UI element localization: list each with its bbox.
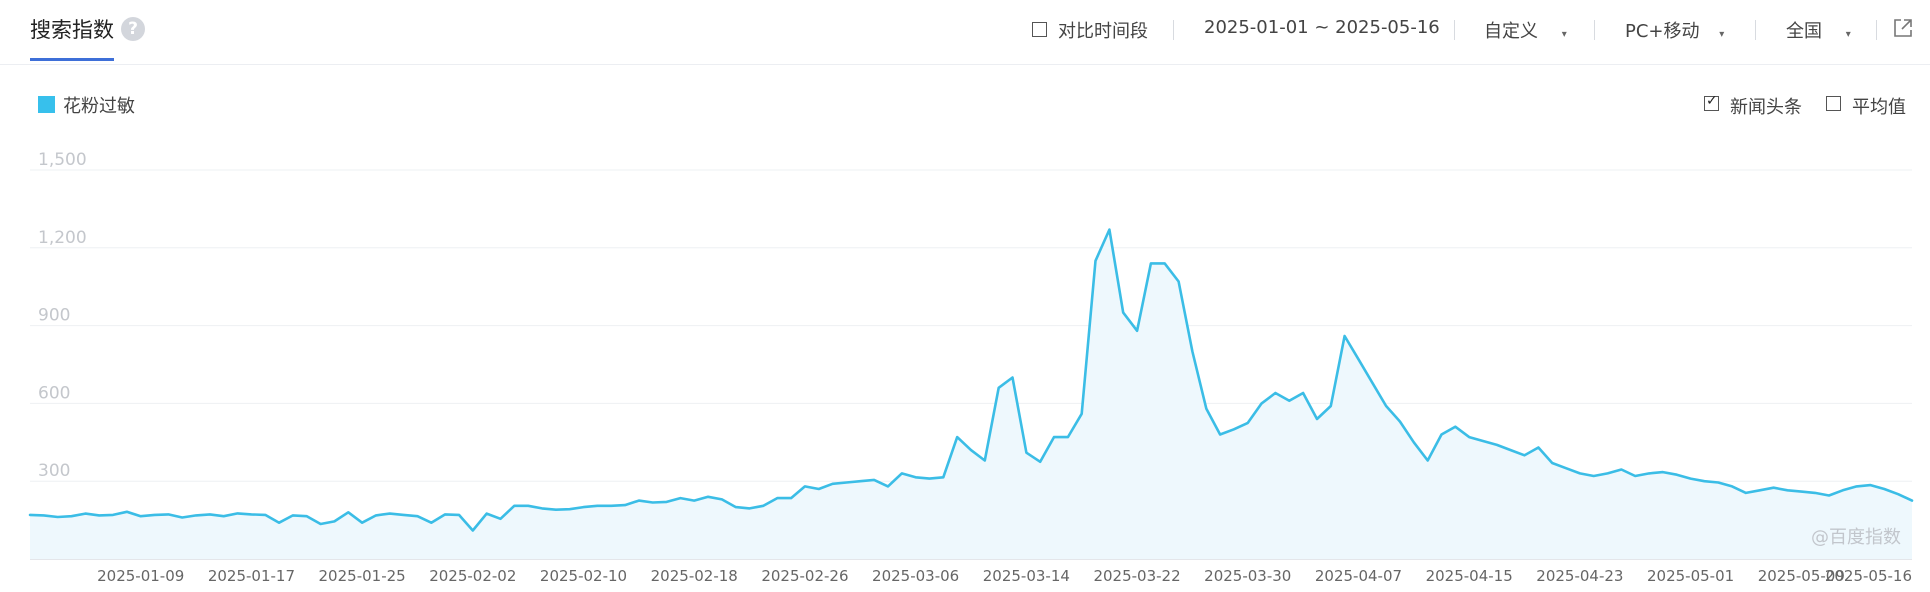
external-link-icon[interactable] [1893, 18, 1913, 38]
top-toolbar: 搜索指数 ? 对比时间段 2025-01-01 ~ 2025-05-16 自定义… [0, 0, 1930, 65]
x-tick-label: 2025-02-26 [761, 567, 848, 585]
x-tick-label: 2025-03-30 [1204, 567, 1291, 585]
legend-swatch [38, 96, 55, 113]
x-tick-label: 2025-02-18 [651, 567, 738, 585]
region-dropdown[interactable]: 全国 ▾ [1786, 17, 1851, 43]
news-label[interactable]: 新闻头条 [1730, 97, 1802, 118]
x-tick-label: 2025-05-01 [1647, 567, 1734, 585]
y-tick-label: 1,500 [38, 150, 87, 170]
x-tick-label: 2025-03-22 [1093, 567, 1180, 585]
compare-label[interactable]: 对比时间段 [1058, 21, 1148, 42]
custom-range-dropdown[interactable]: 自定义 ▾ [1484, 17, 1567, 43]
x-tick-label: 2025-05-16 [1825, 567, 1912, 585]
legend-label[interactable]: 花粉过敏 [63, 96, 135, 117]
divider [1594, 20, 1595, 40]
x-tick-label: 2025-03-06 [872, 567, 959, 585]
device-label: PC+移动 [1625, 21, 1700, 42]
y-tick-label: 1,200 [38, 228, 87, 248]
y-tick-label: 900 [38, 306, 70, 326]
x-tick-label: 2025-01-09 [97, 567, 184, 585]
page-title[interactable]: 搜索指数 [30, 18, 114, 42]
compare-checkbox[interactable] [1032, 22, 1047, 37]
search-index-chart: 300 600 900 1,200 1,500 2025-01-09 2025-01-17 2… [28, 150, 1914, 585]
divider [1876, 20, 1877, 40]
watermark: @百度指数 [1811, 527, 1901, 548]
region-label: 全国 [1786, 21, 1822, 42]
x-tick-label: 2025-01-25 [319, 567, 406, 585]
series-line-花粉过敏 [28, 228, 1914, 532]
divider [1173, 20, 1174, 40]
average-label[interactable]: 平均值 [1852, 97, 1906, 118]
custom-range-label: 自定义 [1484, 21, 1538, 42]
x-tick-label: 2025-02-02 [429, 567, 516, 585]
x-tick-label: 2025-04-07 [1315, 567, 1402, 585]
date-range-picker[interactable]: 2025-01-01 ~ 2025-05-16 [1204, 17, 1440, 38]
y-tick-label: 600 [38, 383, 70, 403]
average-checkbox[interactable] [1826, 96, 1841, 111]
chevron-down-icon: ▾ [1719, 29, 1725, 40]
x-tick-label: 2025-02-10 [540, 567, 627, 585]
x-tick-label: 2025-04-23 [1536, 567, 1623, 585]
series-area-fill [30, 229, 1912, 559]
y-tick-label: 300 [38, 461, 70, 481]
x-tick-label: 2025-01-17 [208, 567, 295, 585]
x-tick-label: 2025-03-14 [983, 567, 1070, 585]
divider [1454, 20, 1455, 40]
chevron-down-icon: ▾ [1561, 29, 1567, 40]
news-checkbox[interactable] [1704, 93, 1719, 111]
divider [1755, 20, 1756, 40]
chevron-down-icon: ▾ [1845, 29, 1851, 40]
question-icon[interactable]: ? [121, 17, 145, 41]
x-tick-label: 2025-05-09 [1758, 567, 1845, 585]
x-tick-label: 2025-04-15 [1426, 567, 1513, 585]
active-tab-indicator [30, 58, 114, 61]
device-dropdown[interactable]: PC+移动 ▾ [1625, 17, 1724, 43]
